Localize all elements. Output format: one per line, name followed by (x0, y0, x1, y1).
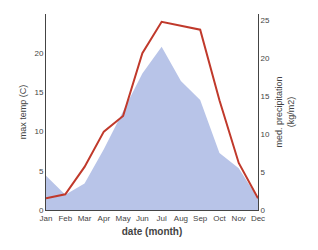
svg-text:Aug: Aug (174, 214, 188, 223)
svg-text:med. precipitation(kg/m2): med. precipitation(kg/m2) (274, 76, 296, 147)
svg-text:15: 15 (34, 88, 43, 97)
svg-text:Jan: Jan (40, 214, 53, 223)
svg-text:Jul: Jul (157, 214, 167, 223)
svg-text:Nov: Nov (232, 214, 246, 223)
svg-text:date (month): date (month) (122, 226, 183, 237)
svg-text:Dec: Dec (251, 214, 265, 223)
svg-text:20: 20 (261, 54, 270, 63)
svg-text:Oct: Oct (213, 214, 226, 223)
svg-text:max temp (C): max temp (C) (18, 85, 28, 140)
svg-text:5: 5 (39, 167, 44, 176)
svg-text:20: 20 (34, 49, 43, 58)
svg-text:10: 10 (34, 127, 43, 136)
svg-text:Jun: Jun (136, 214, 149, 223)
svg-text:0: 0 (261, 206, 266, 215)
svg-text:15: 15 (261, 92, 270, 101)
svg-text:Mar: Mar (78, 214, 92, 223)
svg-text:25: 25 (261, 16, 270, 25)
svg-text:0: 0 (39, 206, 44, 215)
svg-text:Apr: Apr (98, 214, 111, 223)
svg-text:10: 10 (261, 130, 270, 139)
svg-text:May: May (116, 214, 131, 223)
svg-text:5: 5 (261, 168, 266, 177)
svg-text:Feb: Feb (58, 214, 72, 223)
svg-text:Sep: Sep (193, 214, 208, 223)
